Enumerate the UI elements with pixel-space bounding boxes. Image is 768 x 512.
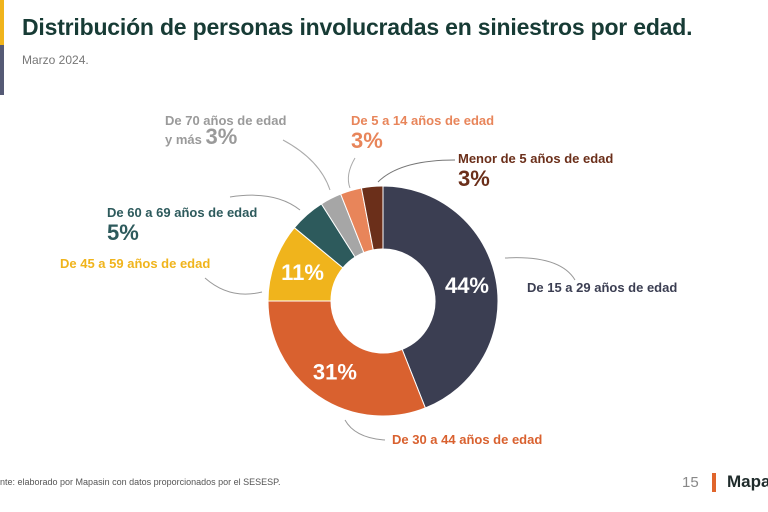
label-5-14-text: De 5 a 14 años de edad — [351, 113, 495, 128]
donut-slice-0 — [382, 185, 499, 409]
slice-label-1: 31% — [313, 360, 357, 385]
label-45-59: De 45 a 59 años de edad — [60, 256, 211, 271]
accent-bar-navy — [0, 45, 4, 95]
source-note: nte: elaborado por Mapasin con datos pro… — [0, 477, 281, 487]
label-menor-5: Menor de 5 años de edad 3% — [458, 151, 613, 192]
label-60-69-text: De 60 a 69 años de edad — [107, 205, 258, 220]
leader-line-1 — [347, 157, 356, 189]
brand-bar — [712, 473, 716, 492]
page-number: 15 — [682, 474, 699, 491]
chart-title: Distribución de personas involucradas en… — [22, 14, 693, 40]
donut-slice-1 — [267, 300, 426, 417]
label-15-29: De 15 a 29 años de edad — [527, 280, 678, 295]
brand-logo: Mapa — [727, 472, 768, 491]
pct-70-mas: 3% — [205, 124, 238, 149]
leader-line-5 — [504, 257, 576, 281]
label-60-69: De 60 a 69 años de edad 5% — [107, 205, 257, 246]
chart-subtitle: Marzo 2024. — [22, 53, 89, 67]
pct-menor-5: 3% — [458, 166, 490, 191]
accent-bar-yellow — [0, 0, 4, 45]
pct-60-69: 5% — [107, 220, 139, 245]
slice-label-2: 11% — [281, 260, 324, 285]
label-5-14: De 5 a 14 años de edad 3% — [351, 113, 494, 154]
slice-label-0: 44% — [445, 273, 489, 298]
label-30-44: De 30 a 44 años de edad — [392, 432, 543, 447]
leader-line-4 — [204, 277, 263, 295]
donut-slice-6 — [360, 185, 384, 251]
label-70-mas-line1: De 70 años de edad — [165, 113, 287, 128]
label-70-mas: De 70 años de edad y más 3% — [165, 113, 286, 148]
leader-line-3 — [229, 194, 301, 211]
leader-line-6 — [344, 419, 386, 441]
leader-line-0 — [282, 139, 331, 191]
label-70-mas-line2: y más 3% — [165, 124, 238, 149]
pct-5-14: 3% — [351, 128, 383, 153]
label-menor-5-text: Menor de 5 años de edad — [458, 151, 614, 166]
leader-line-2 — [377, 159, 456, 183]
